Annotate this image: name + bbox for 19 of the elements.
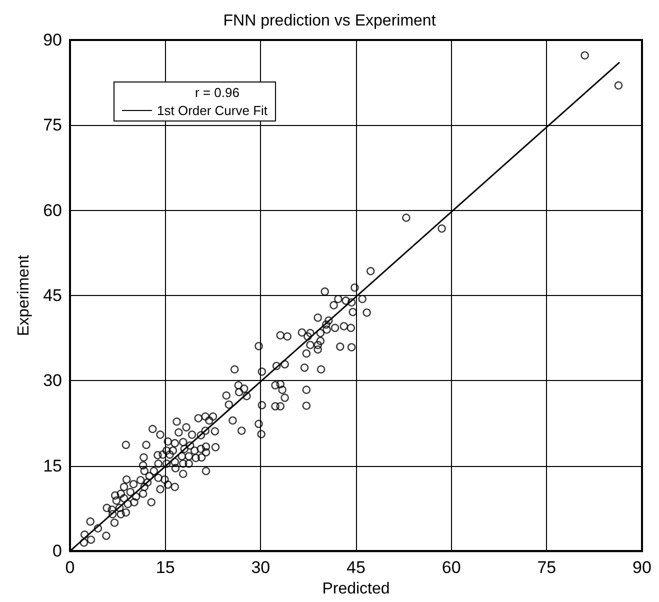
y-tick-label: 75 [43,116,62,135]
y-axis-title: Experiment [16,254,32,336]
y-tick-label: 45 [43,286,62,306]
y-tick-label: 90 [43,30,62,50]
annotation: r = 0.96 [195,85,240,100]
y-tick-label: 0 [52,542,62,561]
x-tick-label: 75 [537,558,556,578]
x-tick-label: 60 [442,558,461,578]
x-tick-label: 30 [251,558,270,578]
legend-label: 1st Order Curve Fit [157,103,268,118]
y-tick-label: 60 [43,200,62,220]
x-tick-label: 45 [346,558,366,578]
x-tick-label: 0 [65,558,75,578]
x-tick-label: 90 [632,558,652,578]
x-axis-title: Predicted [322,580,390,598]
x-tick-label: 15 [156,558,175,578]
y-tick-label: 30 [43,371,62,390]
y-tick-label: 15 [43,456,62,476]
chart-title: FNN prediction vs Experiment [223,12,436,30]
